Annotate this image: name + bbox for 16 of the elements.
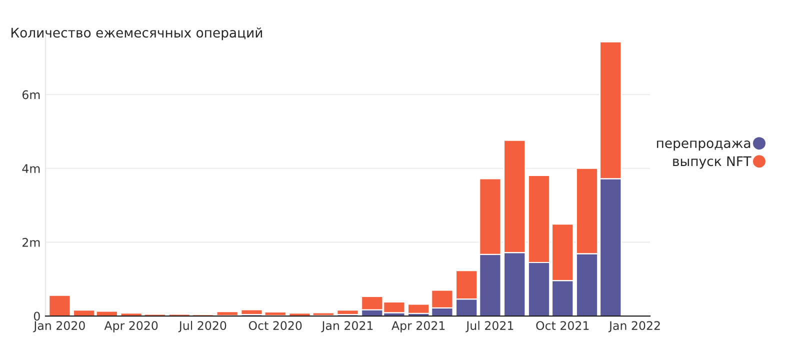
x-tick-label: Jan 2020	[33, 321, 85, 332]
x-tick-label: Oct 2021	[536, 321, 589, 330]
chart-title: Количество ежемесячных операций	[12, 27, 262, 40]
x-tick-label: Jul 2020	[178, 320, 226, 332]
y-tick-label: 0	[34, 312, 40, 321]
legend-label: перепродажа	[657, 140, 750, 151]
x-tick-label: Jan 2021	[321, 321, 373, 332]
x-tick-label: Apr 2020	[104, 321, 158, 332]
x-tick-label: Jul 2021	[466, 320, 514, 332]
y-tick-label: 4m	[22, 164, 40, 173]
y-tick-label: 2m	[22, 238, 40, 247]
x-tick-label: Jan 2022	[608, 321, 660, 332]
x-tick-label: Oct 2020	[248, 321, 302, 330]
x-tick-label: Apr 2021	[392, 321, 445, 332]
y-tick-label: 6m	[22, 90, 40, 100]
legend-label: выпуск NFT	[673, 156, 752, 169]
